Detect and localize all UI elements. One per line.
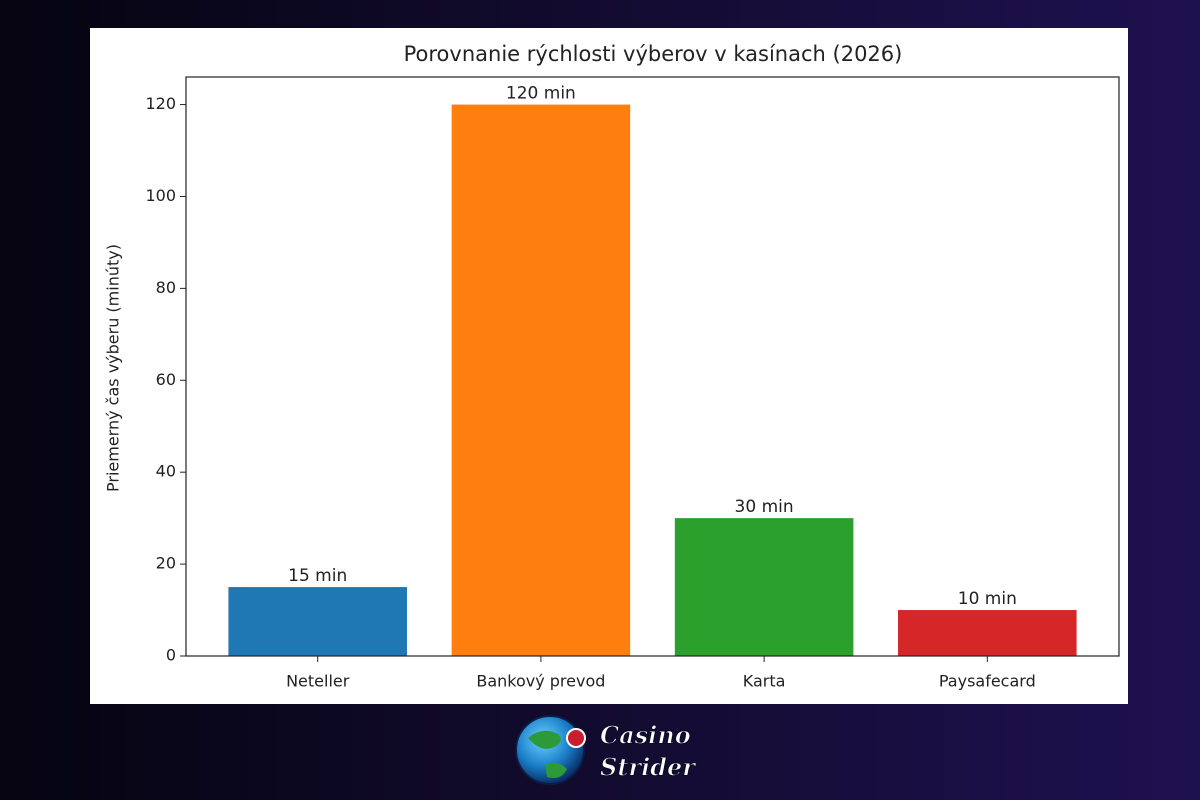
logo-land — [528, 730, 567, 778]
value-label: 10 min — [958, 589, 1017, 609]
x-tick-label: Bankový prevod — [476, 672, 605, 691]
y-axis-label: Priemerný čas výberu (minúty) — [104, 244, 123, 492]
bar — [451, 104, 631, 657]
logo: Casino Strider — [515, 715, 698, 785]
x-tick-label: Paysafecard — [939, 672, 1036, 691]
logo-chip — [566, 728, 586, 748]
value-label: 30 min — [735, 497, 794, 517]
y-tick-label: 120 — [145, 94, 176, 113]
logo-text: Casino — [600, 721, 691, 750]
y-tick-label: 0 — [166, 646, 176, 665]
chart-title: Porovnanie rýchlosti výberov v kasínach … — [404, 42, 903, 66]
y-tick-label: 20 — [156, 554, 176, 573]
logo-text: Strider — [600, 753, 697, 782]
x-tick-label: Karta — [743, 672, 786, 691]
y-tick-label: 80 — [156, 278, 176, 297]
logo-globe — [515, 715, 585, 785]
y-tick-label: 100 — [145, 186, 176, 205]
y-tick-label: 60 — [156, 370, 176, 389]
y-tick-label: 40 — [156, 462, 176, 481]
x-tick-label: Neteller — [286, 672, 350, 691]
plot-area: 0 20 40 60 80 100 120 Neteller 15 min Bankový pre… — [145, 84, 1077, 691]
bar — [228, 587, 407, 656]
value-label: 15 min — [288, 566, 347, 586]
value-label: 120 min — [506, 84, 576, 104]
bar — [674, 518, 854, 656]
axes-frame — [185, 76, 1120, 657]
bar — [898, 610, 1077, 656]
